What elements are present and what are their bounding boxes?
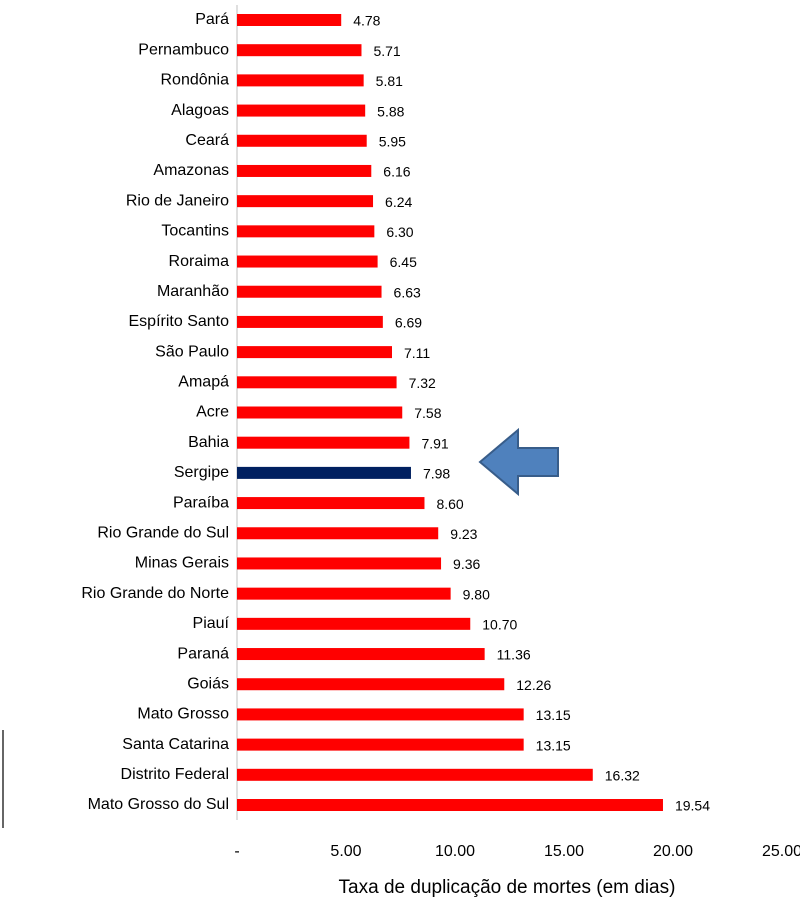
value-label: 12.26 (516, 677, 551, 693)
y-tick-label: Roraima (169, 253, 230, 270)
value-label: 7.11 (404, 345, 430, 361)
y-tick-label: Mato Grosso do Sul (88, 796, 229, 813)
y-tick-label: Tocantins (161, 223, 229, 240)
value-label: 6.69 (395, 315, 422, 331)
value-label: 13.15 (536, 707, 571, 723)
y-tick-label: Mato Grosso (137, 706, 229, 723)
value-label: 11.36 (497, 647, 531, 663)
arrow (478, 427, 559, 497)
y-tick-label: Maranhão (157, 283, 229, 300)
value-label: 9.23 (450, 526, 477, 542)
bar (237, 587, 451, 600)
bar (237, 678, 505, 691)
y-tick-label: Goiás (187, 675, 229, 692)
y-tick-label: Piauí (193, 615, 230, 632)
bar (237, 376, 397, 389)
x-tick-label: 15.00 (544, 843, 584, 860)
y-tick-label: Alagoas (171, 102, 229, 119)
bar (237, 768, 593, 781)
y-tick-label: Ceará (185, 132, 229, 149)
bar (237, 406, 403, 419)
bar (237, 708, 524, 721)
value-label: 6.63 (394, 284, 421, 300)
value-label: 9.80 (463, 586, 490, 602)
value-label: 10.70 (482, 617, 517, 633)
x-tick-label: 5.00 (330, 843, 361, 860)
y-tick-label: Sergipe (174, 464, 229, 481)
bar (237, 255, 378, 268)
bar (237, 225, 375, 238)
value-label: 4.78 (353, 13, 380, 29)
bar (237, 799, 663, 811)
y-tick-label: Distrito Federal (121, 766, 229, 783)
y-tick-label: Espírito Santo (129, 313, 230, 330)
bar (237, 648, 485, 661)
y-tick-label: Paraná (177, 645, 229, 662)
y-tick-label: Amapá (178, 374, 229, 391)
y-tick-label: Paraíba (173, 494, 229, 511)
value-label: 7.58 (414, 405, 441, 421)
y-tick-label: Santa Catarina (122, 736, 229, 753)
y-tick-label: São Paulo (155, 343, 229, 360)
value-label: 16.32 (605, 768, 640, 784)
y-tick-label: Bahia (188, 434, 229, 451)
y-tick-label: Rondônia (161, 72, 230, 89)
x-tick-label: - (234, 843, 239, 860)
bar (237, 436, 410, 449)
value-label: 19.54 (675, 798, 710, 814)
value-label: 6.30 (386, 224, 413, 240)
bar (237, 617, 471, 630)
value-label: 8.60 (436, 496, 463, 512)
y-tick-label: Acre (196, 404, 229, 421)
value-label: 6.16 (383, 164, 410, 180)
bar (237, 104, 366, 117)
bar (237, 346, 392, 359)
value-label: 6.45 (390, 254, 417, 270)
value-label: 7.32 (409, 375, 436, 391)
value-label: 9.36 (453, 556, 480, 572)
bar (237, 466, 411, 479)
y-tick-label: Rio de Janeiro (126, 192, 229, 209)
x-axis-title: Taxa de duplicação de mortes (em dias) (339, 877, 676, 898)
y-tick-label: Amazonas (153, 162, 229, 179)
bar (237, 315, 383, 328)
bar (237, 164, 372, 177)
bar (237, 738, 524, 751)
value-label: 5.81 (376, 73, 403, 89)
value-label: 7.91 (421, 435, 448, 451)
bar (237, 14, 342, 26)
value-label: 5.95 (379, 133, 406, 149)
bar (237, 557, 442, 570)
value-label: 7.98 (423, 466, 450, 482)
y-tick-label: Rio Grande do Sul (97, 524, 229, 541)
x-tick-label: 25.00 (762, 843, 800, 860)
bar (237, 44, 362, 57)
bar (237, 285, 382, 298)
value-label: 13.15 (536, 737, 571, 753)
value-label: 5.71 (373, 43, 400, 59)
bar (237, 195, 374, 208)
y-tick-label: Pernambuco (138, 41, 229, 58)
bar (237, 497, 425, 510)
x-tick-label: 10.00 (435, 843, 475, 860)
y-tick-label: Minas Gerais (135, 555, 229, 572)
bar (237, 74, 364, 87)
x-tick-label: 20.00 (653, 843, 693, 860)
bar (237, 527, 439, 540)
value-label: 6.24 (385, 194, 412, 210)
value-label: 5.88 (377, 103, 404, 119)
y-tick-label: Rio Grande do Norte (81, 585, 229, 602)
y-tick-label: Pará (195, 11, 229, 28)
bar (237, 134, 367, 147)
